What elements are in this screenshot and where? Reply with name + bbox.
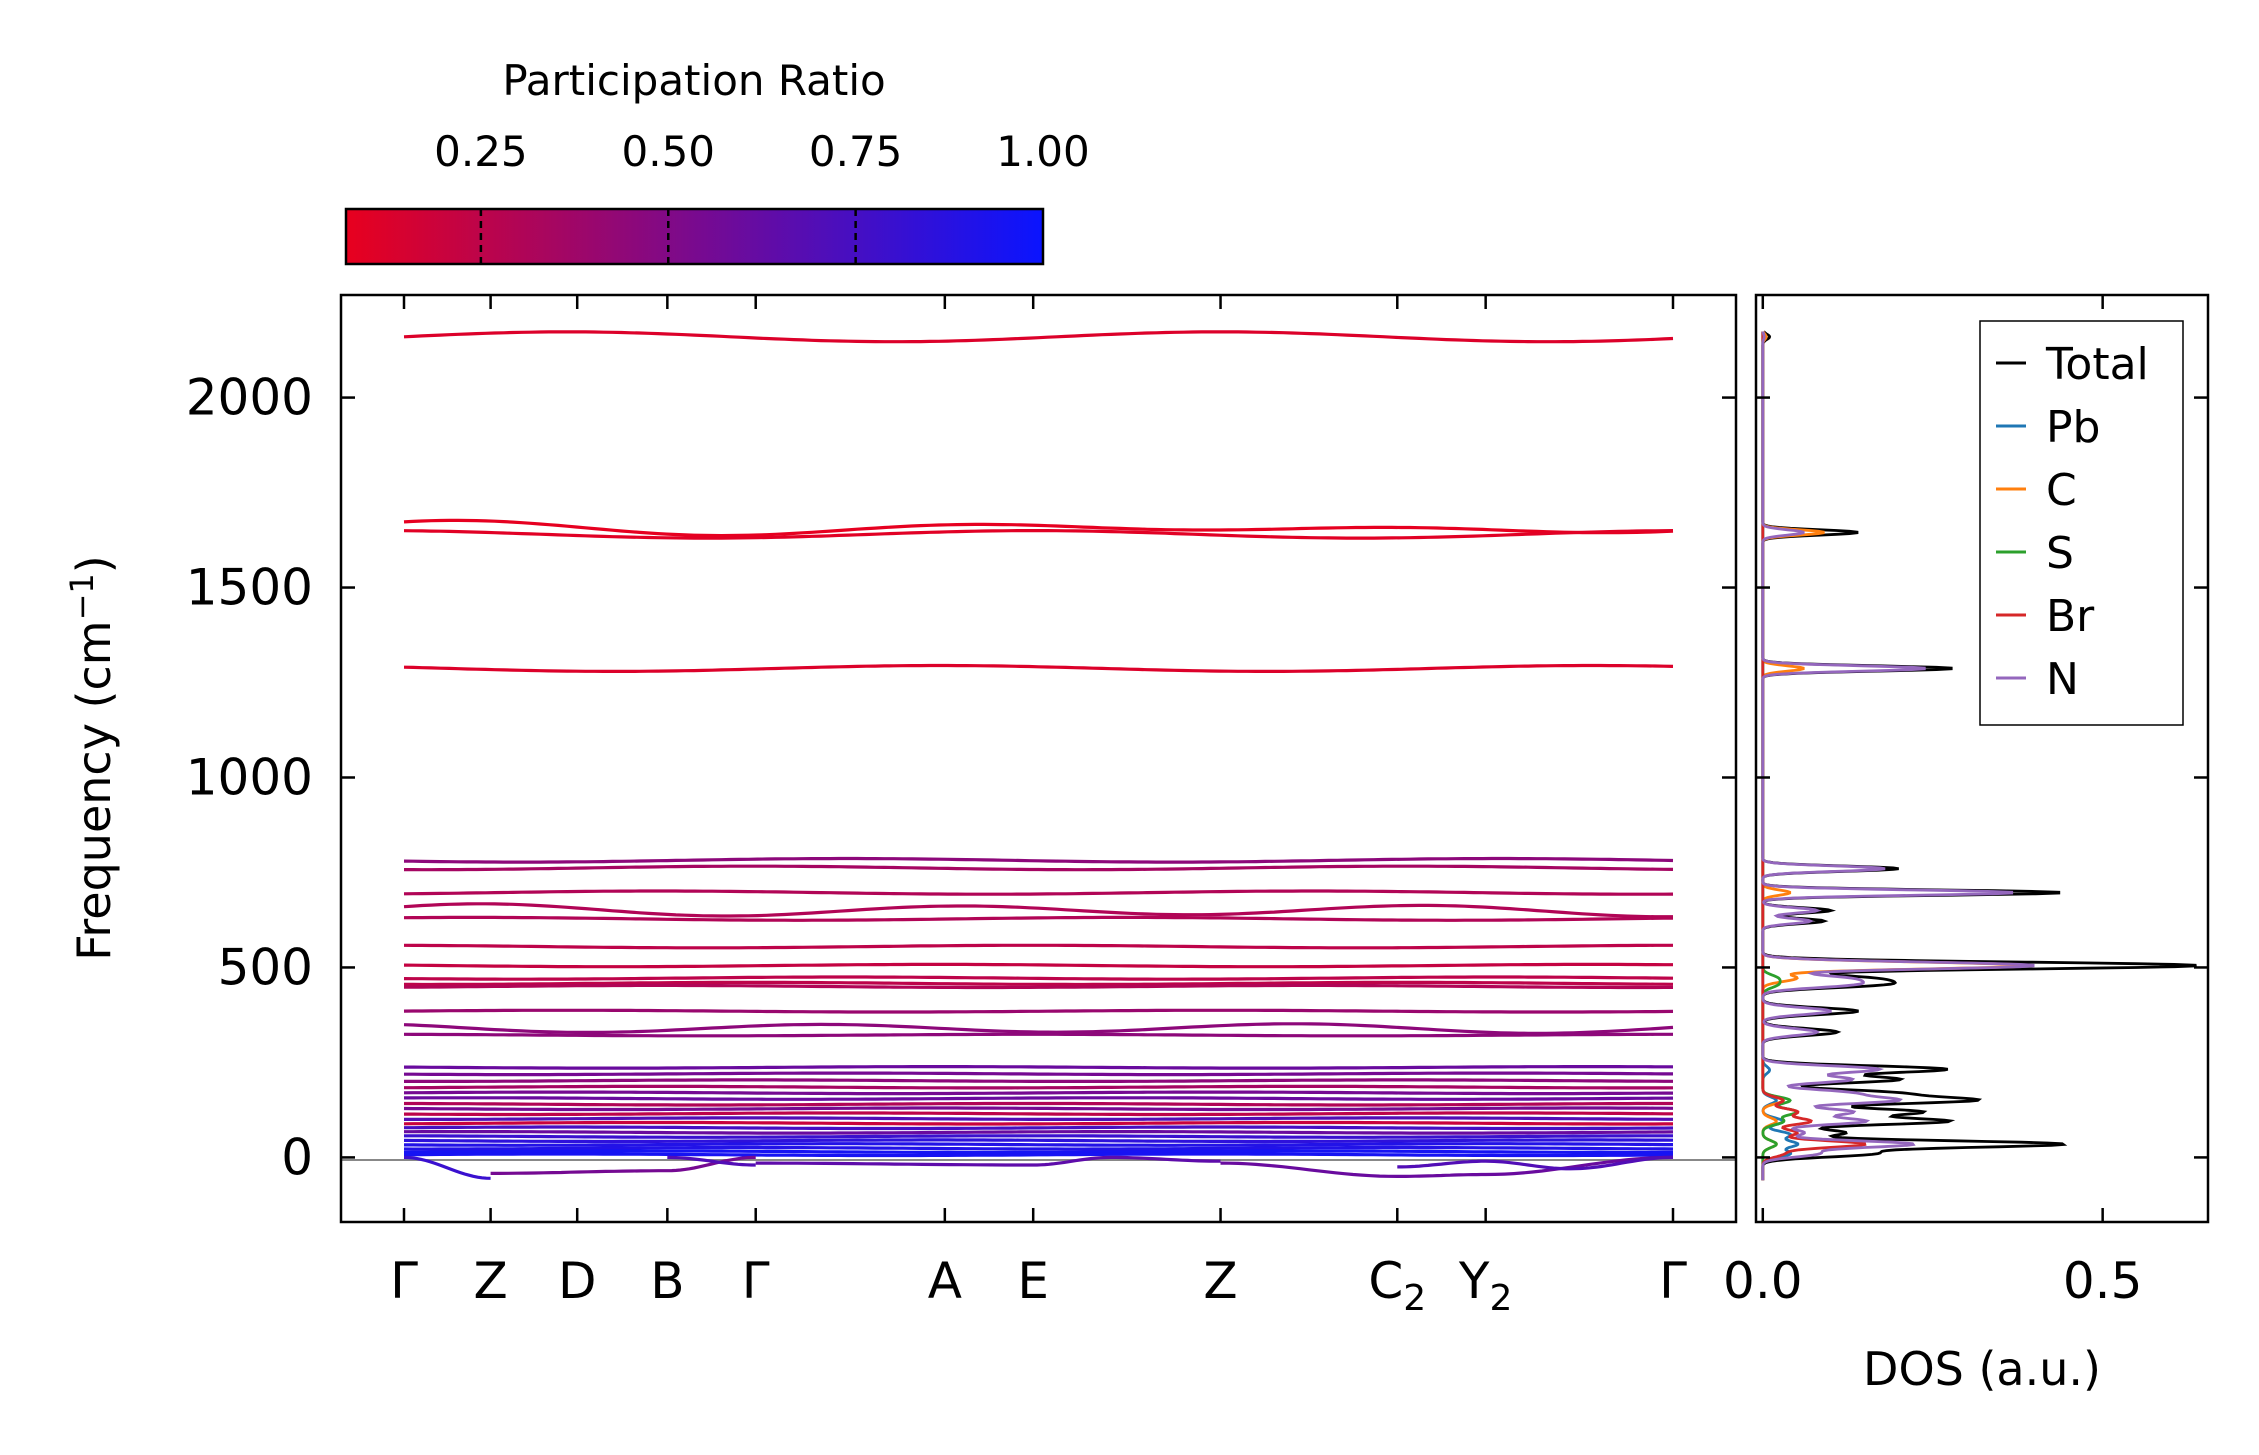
phonon-band: [404, 1142, 1673, 1147]
acoustic-branch: [1397, 1155, 1674, 1171]
x-tick-label: Γ: [1659, 1252, 1687, 1310]
acoustic-branch: [667, 1155, 756, 1167]
legend-label: Pb: [2046, 402, 2100, 453]
phonon-band: [403, 1022, 1674, 1035]
legend-label: Total: [2045, 339, 2149, 390]
x-tick-label: Γ: [390, 1252, 418, 1310]
phonon-band: [403, 962, 1673, 969]
colorbar-ticks: 0.25 0.50 0.75 1.00: [434, 127, 1090, 264]
phonon-band: [403, 943, 1673, 950]
phonon-band: [404, 1116, 1673, 1122]
phonon-bands: [403, 330, 1674, 1180]
acoustic-branch: [403, 1155, 491, 1180]
phonon-band: [404, 1096, 1674, 1101]
x-tick-label: Z: [473, 1252, 507, 1310]
x-tick-label: A: [928, 1252, 962, 1310]
phonon-band: [404, 1078, 1673, 1084]
y-tick-label: 2000: [186, 369, 313, 427]
phonon-band: [404, 1111, 1673, 1117]
dos-legend: Total Pb CS Br N: [1979, 320, 2184, 726]
phonon-band: [403, 663, 1674, 674]
phonon-band: [404, 1084, 1674, 1090]
dos-curve: [1761, 331, 1867, 1181]
phonon-band: [403, 1090, 1673, 1096]
legend-label: C: [2046, 465, 2077, 516]
phonon-band: [404, 864, 1674, 872]
y-tick-label: 500: [218, 938, 313, 996]
dos-ticks: 0.0 0.5: [1723, 295, 2208, 1310]
dos-x-axis-label: DOS (a.u.): [1863, 1342, 2101, 1396]
legend-label: N: [2046, 654, 2079, 705]
dos-curve: [1761, 331, 2035, 1181]
band-y-ticks: 0 500 1000 1500 2000: [186, 369, 1736, 1186]
colorbar-gradient: [344, 207, 1045, 266]
phonon-band: [404, 1071, 1673, 1077]
phonon-band: [403, 1032, 1673, 1038]
dos-curve: [1761, 331, 1800, 1181]
y-tick-label: 0: [281, 1128, 313, 1186]
dos-x-tick-label: 0.5: [2063, 1252, 2143, 1310]
band-plot-frame: [339, 293, 1738, 1224]
acoustic-branch: [755, 1155, 1221, 1167]
phonon-band: [403, 518, 1674, 538]
x-tick-label: D: [558, 1252, 597, 1310]
acoustic-branch: [1220, 1155, 1674, 1179]
phonon-band: [403, 915, 1674, 922]
legend-label: Br: [2046, 591, 2095, 642]
dos-curve: [1761, 331, 1800, 1181]
phonon-band: [404, 1125, 1674, 1131]
x-tick-label: Γ: [742, 1252, 770, 1310]
phonon-band: [403, 1149, 1673, 1155]
phonon-band: [404, 980, 1674, 987]
phonon-band: [403, 528, 1674, 540]
dos-curves: [1761, 330, 2197, 1181]
phonon-band: [403, 889, 1674, 896]
phonon-band: [403, 1152, 1673, 1158]
phonon-band: [403, 1145, 1674, 1151]
colorbar-tick-label: 0.25: [434, 127, 528, 176]
x-tick-label: B: [650, 1252, 684, 1310]
dos-panel: 0.0 0.5 DOS (a.u.) Total Pb CS Br N: [1723, 293, 2210, 1396]
phonon-band: [403, 1008, 1674, 1014]
y-tick-label: 1000: [186, 748, 313, 806]
phonon-band: [404, 983, 1673, 990]
x-tick-label: Y2: [1458, 1252, 1512, 1319]
legend-items: Total Pb CS Br N: [1996, 339, 2149, 705]
y-axis-label: Frequency (cm−1): [63, 555, 121, 960]
colorbar-tick-label: 1.00: [996, 127, 1090, 176]
legend-frame: [1979, 320, 2184, 726]
phonon-band: [404, 1101, 1673, 1107]
phonon-band: [403, 1138, 1674, 1144]
dos-x-tick-label: 0.0: [1723, 1252, 1803, 1310]
x-tick-label: C2: [1368, 1252, 1426, 1319]
colorbar: Participation Ratio 0.25 0.50 0.75 1.00: [344, 56, 1090, 266]
phonon-band: [403, 1106, 1674, 1112]
phonon-band: [403, 1120, 1673, 1126]
phonon-band: [404, 1129, 1674, 1135]
x-tick-label: Z: [1203, 1252, 1237, 1310]
phonon-band: [403, 902, 1673, 919]
phonon-band: [403, 856, 1674, 864]
x-tick-label: E: [1017, 1252, 1049, 1310]
colorbar-title: Participation Ratio: [502, 56, 885, 105]
phonon-band: [404, 1134, 1673, 1139]
colorbar-tick-label: 0.50: [622, 127, 716, 176]
colorbar-tick-label: 0.75: [809, 127, 903, 176]
acoustic-branch: [490, 1155, 756, 1176]
dos-plot-frame: [1754, 293, 2210, 1224]
phonon-band: [404, 1064, 1673, 1070]
phonon-band: [403, 975, 1674, 981]
y-tick-label: 1500: [186, 559, 313, 617]
legend-label: S: [2046, 528, 2074, 579]
band-x-ticks: Γ Z D B Γ A E Z C2 Y2 Γ: [390, 295, 1687, 1319]
phonon-band: [403, 330, 1674, 344]
